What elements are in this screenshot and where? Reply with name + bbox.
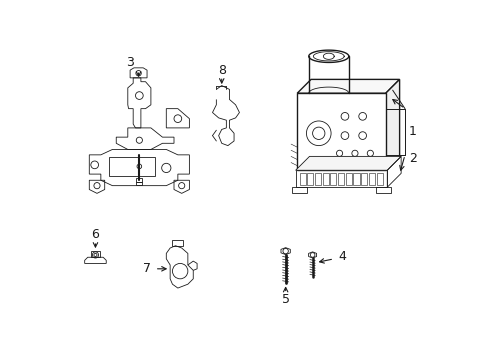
Text: 2: 2 (408, 152, 416, 165)
Text: 1: 1 (408, 125, 416, 138)
Bar (353, 172, 359, 185)
Text: 6: 6 (91, 229, 99, 242)
Bar (306, 172, 313, 185)
Text: 4: 4 (337, 250, 345, 263)
Bar (368, 172, 374, 185)
Bar (337, 172, 344, 185)
Text: 7: 7 (143, 262, 151, 275)
Bar (345, 172, 351, 185)
Bar (136, 178, 142, 182)
Bar (360, 172, 366, 185)
Text: 3: 3 (126, 56, 134, 69)
Bar (108, 157, 154, 176)
Bar (314, 172, 321, 185)
Bar (295, 170, 386, 187)
Text: 5: 5 (281, 293, 289, 306)
Polygon shape (385, 80, 399, 170)
Bar (376, 172, 382, 185)
Bar (329, 172, 336, 185)
Bar (297, 93, 385, 170)
Polygon shape (295, 156, 400, 170)
Bar (136, 182, 142, 185)
Bar (322, 172, 328, 185)
Bar (91, 251, 100, 257)
Polygon shape (297, 80, 399, 93)
Bar (299, 172, 305, 185)
Text: 8: 8 (217, 64, 225, 77)
